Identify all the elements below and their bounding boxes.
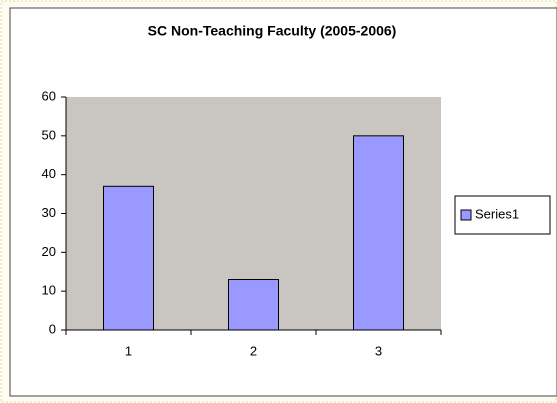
y-tick-label: 40 bbox=[42, 166, 56, 181]
bar bbox=[228, 279, 279, 331]
x-tick-label: 2 bbox=[250, 343, 257, 358]
y-tick-label: 20 bbox=[42, 244, 56, 259]
x-tick-label: 3 bbox=[375, 343, 382, 358]
chart-title: SC Non-Teaching Faculty (2005-2006) bbox=[148, 23, 397, 39]
y-tick-label: 10 bbox=[42, 283, 56, 298]
legend-label: Series1 bbox=[475, 206, 519, 221]
x-tick-label: 1 bbox=[125, 343, 132, 358]
legend-swatch bbox=[460, 209, 472, 221]
y-tick-label: 60 bbox=[42, 88, 56, 103]
y-tick-label: 50 bbox=[42, 127, 56, 142]
y-tick-label: 0 bbox=[49, 321, 56, 336]
bar bbox=[353, 135, 404, 331]
bar bbox=[103, 185, 154, 331]
y-tick-label: 30 bbox=[42, 205, 56, 220]
